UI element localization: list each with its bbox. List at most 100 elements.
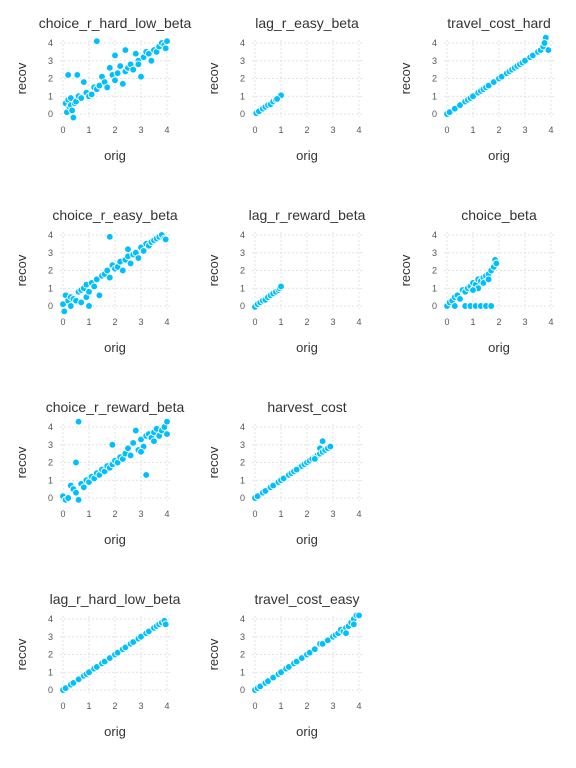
data-point — [64, 71, 73, 79]
data-point — [92, 275, 101, 284]
data-point — [456, 295, 464, 303]
data-point — [137, 435, 145, 444]
y-axis-label: recov — [398, 254, 413, 286]
scatter-panel-9: 0 1 2 3 4 0 1 2 3 4 lag_r_hard_low_beta orig recov — [0, 576, 192, 768]
x-tick-label: 3 — [522, 317, 527, 327]
data-point — [85, 302, 93, 310]
data-point — [540, 39, 549, 47]
y-tick-label: 2 — [240, 458, 245, 468]
data-point — [129, 65, 138, 74]
data-point — [269, 673, 278, 682]
y-tick-label: 3 — [48, 248, 53, 258]
y-tick-label: 4 — [240, 38, 245, 48]
x-axis-label: orig — [104, 340, 126, 355]
data-point — [111, 51, 119, 60]
x-axis-label: orig — [296, 724, 318, 739]
data-point — [64, 494, 73, 502]
x-tick-label: 1 — [278, 125, 283, 135]
x-axis-label: orig — [104, 532, 126, 547]
y-tick-label: 1 — [48, 475, 53, 485]
x-tick-label: 0 — [252, 125, 257, 135]
x-tick-label: 4 — [164, 701, 169, 711]
x-tick-label: 3 — [330, 125, 335, 135]
y-tick-label: 4 — [432, 230, 437, 240]
y-tick-label: 2 — [240, 266, 245, 276]
data-point — [445, 108, 454, 117]
y-tick-label: 2 — [48, 650, 53, 660]
x-axis-label: orig — [296, 532, 318, 547]
data-point — [349, 620, 358, 629]
y-tick-label: 0 — [432, 109, 437, 119]
y-tick-label: 0 — [432, 301, 437, 311]
y-tick-label: 2 — [48, 74, 53, 84]
scatter-panel-2: 0 1 2 3 4 0 1 2 3 4 lag_r_easy_beta orig recov — [192, 0, 384, 192]
data-point — [450, 104, 459, 113]
y-tick-label: 4 — [48, 614, 53, 624]
x-tick-label: 1 — [278, 317, 283, 327]
data-point — [79, 483, 88, 492]
x-tick-label: 1 — [278, 509, 283, 519]
x-tick-label: 1 — [278, 701, 283, 711]
data-point — [497, 72, 506, 81]
x-tick-label: 1 — [470, 317, 475, 327]
data-point — [137, 447, 145, 456]
y-tick-label: 1 — [48, 283, 53, 293]
x-axis-label: orig — [296, 148, 318, 163]
y-tick-label: 1 — [240, 667, 245, 677]
y-tick-label: 1 — [48, 91, 53, 101]
data-point — [544, 46, 553, 54]
data-point — [147, 56, 156, 65]
y-tick-label: 2 — [432, 266, 437, 276]
data-point — [450, 302, 459, 310]
data-point — [90, 282, 99, 291]
x-tick-label: 1 — [86, 125, 91, 135]
y-axis-label: recov — [398, 62, 413, 94]
x-axis-label: orig — [104, 148, 126, 163]
chart-title: lag_r_easy_beta — [255, 15, 359, 31]
x-tick-label: 2 — [496, 317, 501, 327]
data-point — [261, 487, 270, 495]
data-point — [113, 69, 122, 78]
data-point — [487, 302, 496, 310]
scatter-panel-1: 0 1 2 3 4 0 1 2 3 4 choice_r_hard_low_beta orig reco… — [0, 0, 192, 192]
data-point — [163, 417, 171, 426]
data-point — [253, 492, 262, 501]
data-point — [103, 266, 112, 275]
data-point — [59, 300, 67, 309]
y-tick-label: 1 — [432, 91, 437, 101]
data-point — [116, 62, 125, 70]
scatter-panel-7: 0 1 2 3 4 0 1 2 3 4 choice_r_reward_beta orig recov — [0, 384, 192, 576]
y-tick-label: 3 — [240, 440, 245, 450]
y-axis-label: recov — [14, 62, 29, 94]
y-tick-label: 4 — [240, 422, 245, 432]
data-point — [484, 275, 493, 284]
data-point — [137, 72, 145, 81]
chart-title: harvest_cost — [267, 399, 346, 415]
data-point — [469, 92, 477, 101]
x-tick-label: 0 — [252, 317, 257, 327]
x-tick-label: 0 — [252, 509, 257, 519]
x-tick-label: 3 — [330, 701, 335, 711]
data-point — [69, 113, 78, 122]
y-tick-label: 1 — [48, 667, 53, 677]
data-point — [111, 76, 119, 85]
x-tick-label: 0 — [60, 317, 65, 327]
data-point — [277, 668, 285, 677]
x-tick-label: 0 — [60, 701, 65, 711]
data-point — [74, 417, 83, 426]
y-tick-label: 0 — [48, 301, 53, 311]
data-point — [163, 430, 171, 438]
x-axis-label: orig — [488, 148, 510, 163]
y-tick-label: 4 — [432, 38, 437, 48]
data-point — [139, 247, 148, 255]
x-tick-label: 0 — [444, 125, 449, 135]
x-tick-label: 3 — [330, 509, 335, 519]
x-axis-label: orig — [104, 724, 126, 739]
x-tick-label: 1 — [470, 125, 475, 135]
